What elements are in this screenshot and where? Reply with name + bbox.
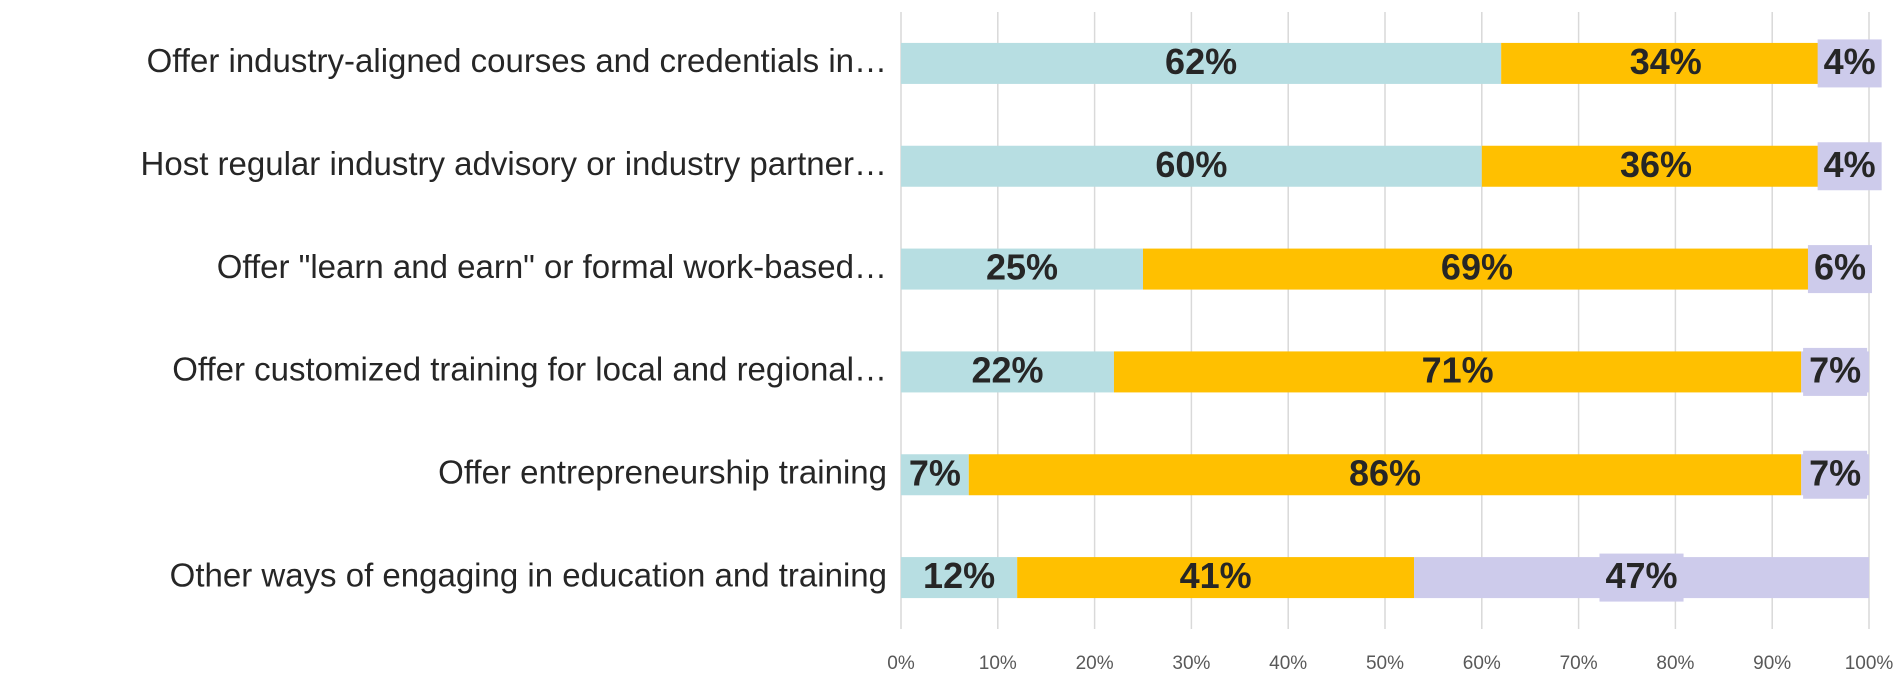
bar-segment	[901, 557, 1018, 599]
x-tick-label: 50%	[1366, 653, 1404, 674]
data-label: 25%	[986, 247, 1058, 288]
bar-segment	[1113, 351, 1802, 393]
category-label: Offer "learn and earn" or formal work-ba…	[217, 248, 887, 285]
bar-segment	[1143, 248, 1811, 290]
data-label-box	[1817, 142, 1882, 191]
bar-segment	[901, 248, 1143, 290]
data-label: 60%	[1155, 144, 1227, 185]
bar-segment	[1017, 557, 1415, 599]
data-label: 4%	[1824, 144, 1876, 185]
data-label-box	[1817, 39, 1882, 88]
bar-segment	[901, 351, 1114, 393]
data-label: 7%	[1809, 349, 1861, 390]
data-label-box	[1807, 245, 1872, 294]
bar-segment	[1501, 42, 1831, 84]
x-tick-label: 100%	[1845, 653, 1894, 674]
data-label: 4%	[1824, 41, 1876, 82]
category-label: Offer customized training for local and …	[172, 351, 887, 388]
data-label: 36%	[1620, 144, 1692, 185]
x-tick-label: 90%	[1753, 653, 1791, 674]
data-label-box	[1599, 553, 1684, 602]
x-tick-label: 70%	[1560, 653, 1598, 674]
data-label: 47%	[1605, 555, 1677, 596]
category-label: Other ways of engaging in education and …	[170, 556, 887, 593]
x-tick-label: 80%	[1656, 653, 1694, 674]
x-tick-label: 20%	[1076, 653, 1114, 674]
bar-segment	[901, 145, 1482, 187]
category-label: Offer entrepreneurship training	[438, 453, 887, 490]
x-tick-label: 40%	[1269, 653, 1307, 674]
x-tick-label: 30%	[1172, 653, 1210, 674]
data-label: 12%	[923, 555, 995, 596]
data-label: 34%	[1630, 41, 1702, 82]
data-label-box	[1803, 347, 1868, 396]
data-label: 7%	[909, 452, 961, 493]
category-label: Host regular industry advisory or indust…	[141, 145, 887, 182]
bar-segment	[968, 454, 1802, 496]
data-label: 22%	[971, 349, 1043, 390]
data-label: 86%	[1349, 452, 1421, 493]
data-label: 7%	[1809, 452, 1861, 493]
x-tick-label: 60%	[1463, 653, 1501, 674]
bar-segment	[901, 454, 969, 496]
data-label-box	[1803, 450, 1868, 499]
bar-segment	[901, 42, 1502, 84]
x-tick-label: 0%	[887, 653, 915, 674]
data-label: 62%	[1165, 41, 1237, 82]
data-label: 6%	[1814, 247, 1866, 288]
category-label: Offer industry-aligned courses and crede…	[147, 42, 887, 79]
x-tick-label: 10%	[979, 653, 1017, 674]
data-label: 69%	[1441, 247, 1513, 288]
bar-segment	[1481, 145, 1831, 187]
data-label: 71%	[1422, 349, 1494, 390]
data-label: 41%	[1180, 555, 1252, 596]
